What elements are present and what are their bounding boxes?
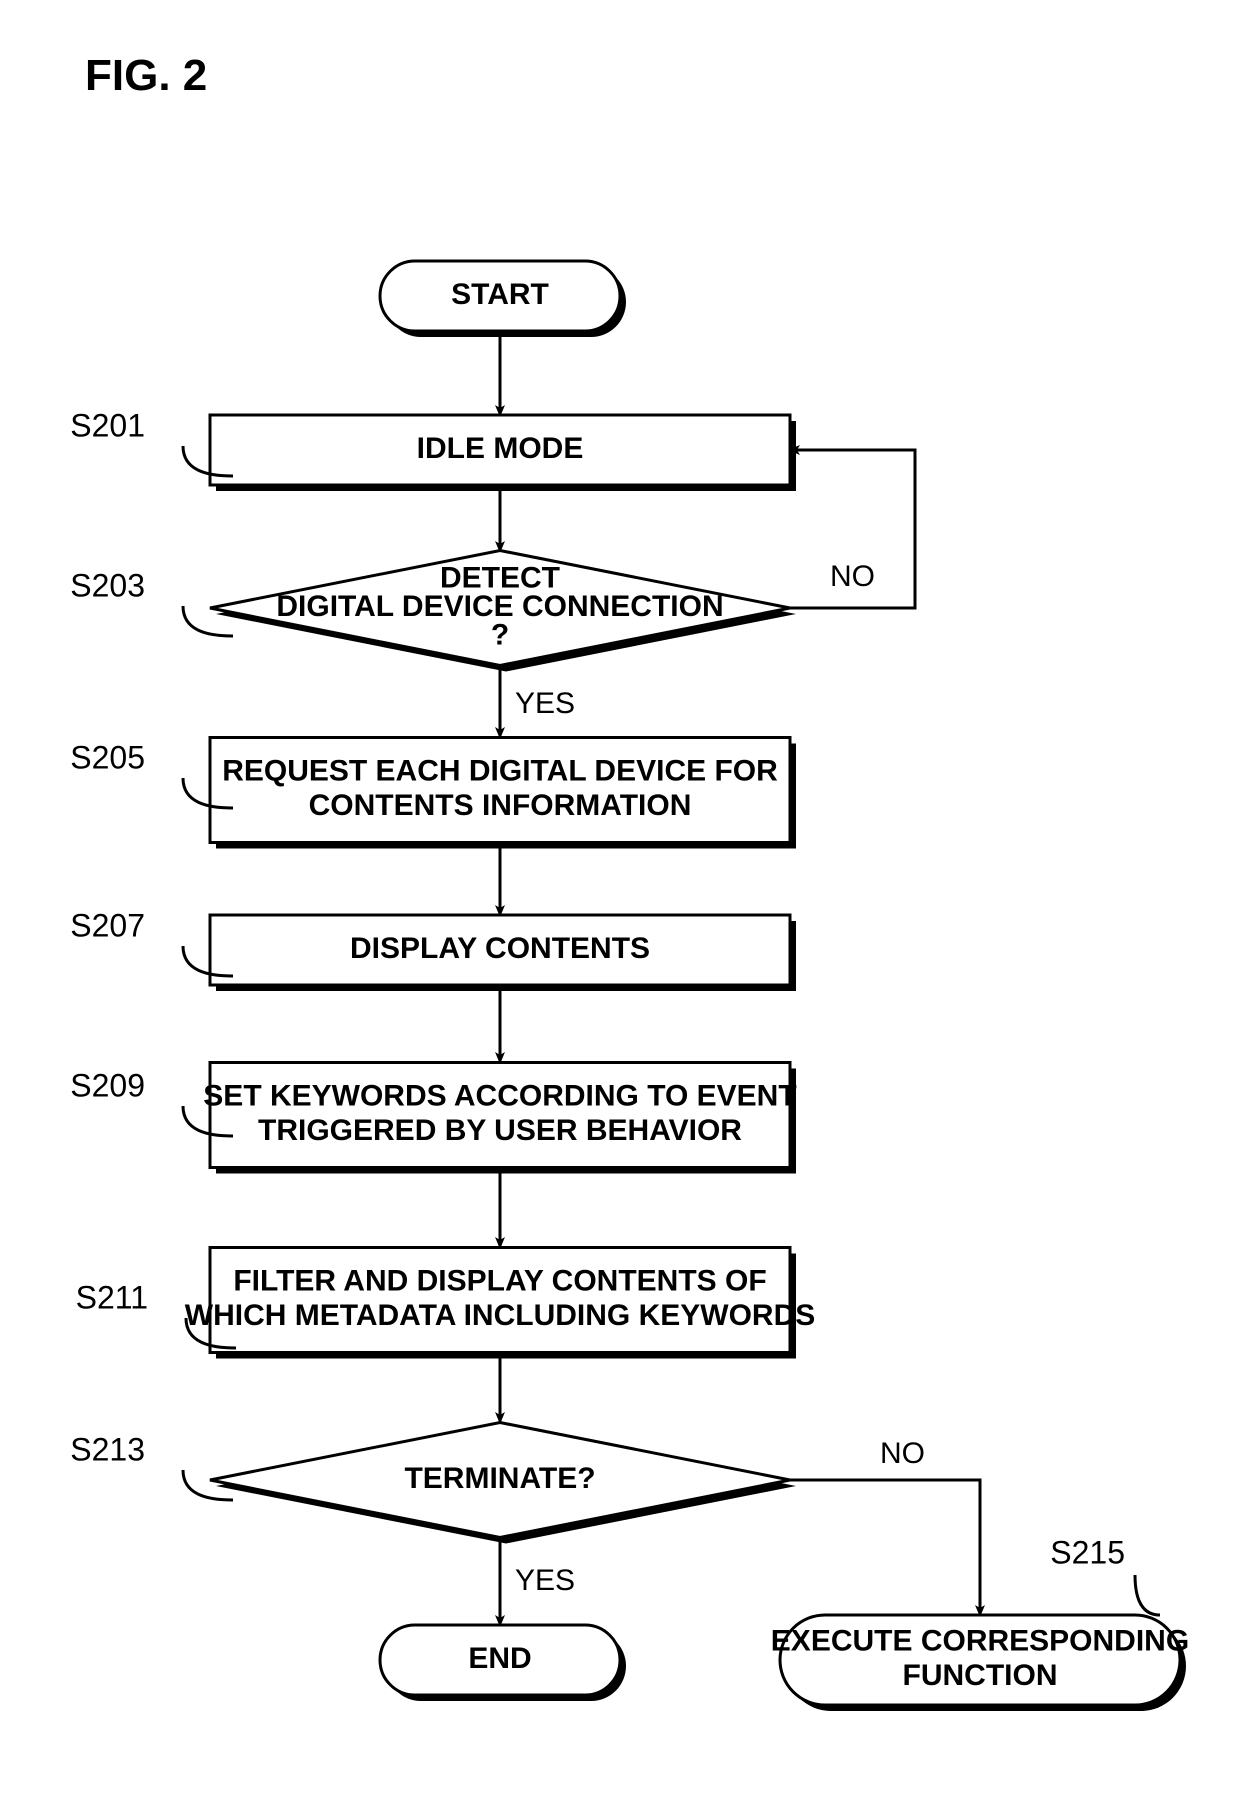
node-s211: FILTER AND DISPLAY CONTENTS OFWHICH META… bbox=[185, 1248, 816, 1359]
step-label: S215 bbox=[1050, 1534, 1125, 1570]
figure-title: FIG. 2 bbox=[85, 51, 207, 100]
node-text: REQUEST EACH DIGITAL DEVICE FOR bbox=[222, 755, 778, 788]
node-s215: EXECUTE CORRESPONDINGFUNCTION bbox=[771, 1615, 1189, 1711]
step-connector bbox=[1135, 1575, 1160, 1615]
node-end: END bbox=[380, 1625, 626, 1701]
node-text: FUNCTION bbox=[903, 1659, 1058, 1692]
step-label: S213 bbox=[70, 1431, 145, 1467]
step-label: S205 bbox=[70, 739, 145, 775]
node-s213: TERMINATE? bbox=[210, 1423, 796, 1544]
edge-label: NO bbox=[880, 1437, 925, 1470]
edge-label: YES bbox=[515, 1564, 575, 1597]
edge-label: NO bbox=[830, 560, 875, 593]
node-start: START bbox=[380, 261, 626, 337]
node-s209: SET KEYWORDS ACCORDING TO EVENTTRIGGERED… bbox=[203, 1063, 796, 1174]
node-s203: DETECTDIGITAL DEVICE CONNECTION? bbox=[210, 551, 796, 672]
step-label: S211 bbox=[76, 1279, 148, 1315]
node-text: START bbox=[451, 278, 549, 311]
node-text: SET KEYWORDS ACCORDING TO EVENT bbox=[203, 1080, 796, 1113]
node-text: TRIGGERED BY USER BEHAVIOR bbox=[258, 1114, 742, 1147]
node-text: IDLE MODE bbox=[417, 432, 584, 465]
node-s201: IDLE MODE bbox=[210, 415, 796, 491]
node-text: CONTENTS INFORMATION bbox=[309, 789, 692, 822]
step-label: S207 bbox=[70, 907, 145, 943]
edge-label: YES bbox=[515, 687, 575, 720]
node-text: ? bbox=[491, 618, 509, 651]
edge-s213-s215 bbox=[790, 1480, 980, 1615]
node-s205: REQUEST EACH DIGITAL DEVICE FORCONTENTS … bbox=[210, 738, 796, 849]
step-label: S201 bbox=[70, 407, 145, 443]
node-s207: DISPLAY CONTENTS bbox=[210, 915, 796, 991]
node-text: END bbox=[468, 1642, 531, 1675]
step-label: S203 bbox=[70, 567, 145, 603]
node-text: TERMINATE? bbox=[404, 1462, 595, 1495]
node-text: WHICH METADATA INCLUDING KEYWORDS bbox=[185, 1299, 816, 1332]
node-text: EXECUTE CORRESPONDING bbox=[771, 1625, 1189, 1658]
step-label: S209 bbox=[70, 1067, 145, 1103]
node-text: FILTER AND DISPLAY CONTENTS OF bbox=[233, 1265, 766, 1298]
flowchart-canvas: FIG. 2 YES NO YES NO START IDLE MODE DETECTDI… bbox=[0, 0, 1240, 1813]
node-text: DISPLAY CONTENTS bbox=[350, 932, 650, 965]
